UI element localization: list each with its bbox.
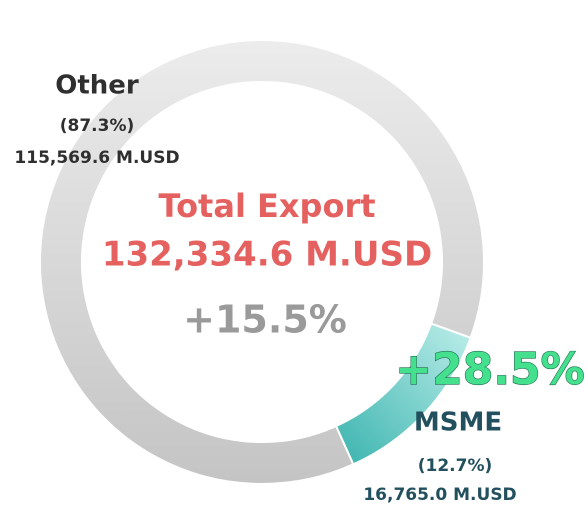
amount-label: 16,765.0 M.USD	[363, 485, 516, 505]
slice	[334, 322, 472, 466]
category-label: Other	[55, 71, 139, 101]
category-label: MSME	[414, 408, 502, 438]
value-label: (12.7%)	[418, 456, 493, 476]
growth-msme: +28.5%	[395, 344, 585, 395]
donut	[39, 39, 485, 485]
amount-label: 115,569.6 M.USD	[14, 148, 179, 168]
chart-title: Total Export	[158, 187, 375, 225]
slice	[39, 39, 485, 485]
growth-total: +15.5%	[183, 298, 347, 342]
value-label: (87.3%)	[60, 116, 135, 136]
chart-subtitle: 132,334.6 M.USD	[102, 235, 432, 275]
